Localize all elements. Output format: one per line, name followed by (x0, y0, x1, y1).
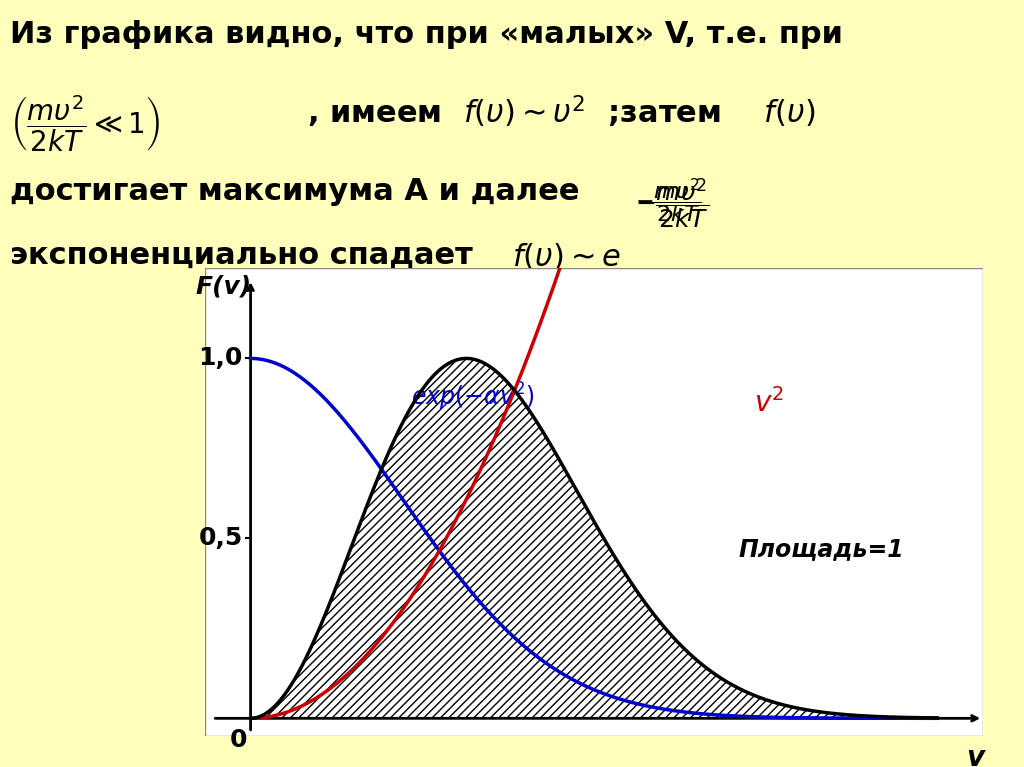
Text: 0,5: 0,5 (199, 526, 243, 551)
Bar (205, 268, 983, 736)
Text: $exp(-\alpha v^2)$: $exp(-\alpha v^2)$ (411, 380, 535, 413)
Text: Из графика видно, что при «малых» V, т.е. при: Из графика видно, что при «малых» V, т.е… (10, 20, 843, 48)
Text: 0: 0 (229, 728, 247, 752)
Text: , имеем  $f(\upsilon) \sim \upsilon^2$  ;затем    $f(\upsilon)$: , имеем $f(\upsilon) \sim \upsilon^2$ ;з… (307, 94, 815, 130)
Text: v: v (967, 743, 984, 767)
Text: $f(\upsilon) \sim e$: $f(\upsilon) \sim e$ (512, 241, 621, 272)
Text: $\left(\dfrac{m\upsilon^2}{2kT} \ll 1\right)$: $\left(\dfrac{m\upsilon^2}{2kT} \ll 1\ri… (10, 94, 161, 154)
Text: Площадь=1: Площадь=1 (739, 538, 904, 561)
Text: $-\dfrac{m\upsilon^2}{2kT}$: $-\dfrac{m\upsilon^2}{2kT}$ (635, 176, 701, 225)
Text: экспоненциально спадает: экспоненциально спадает (10, 241, 473, 269)
Text: F(v): F(v) (195, 275, 251, 298)
Text: $-\dfrac{m\upsilon^2}{2kT}$: $-\dfrac{m\upsilon^2}{2kT}$ (635, 176, 710, 231)
Text: достигает максимума А и далее: достигает максимума А и далее (10, 176, 580, 206)
Text: 1,0: 1,0 (199, 347, 243, 370)
Text: $v^2$: $v^2$ (754, 389, 784, 419)
